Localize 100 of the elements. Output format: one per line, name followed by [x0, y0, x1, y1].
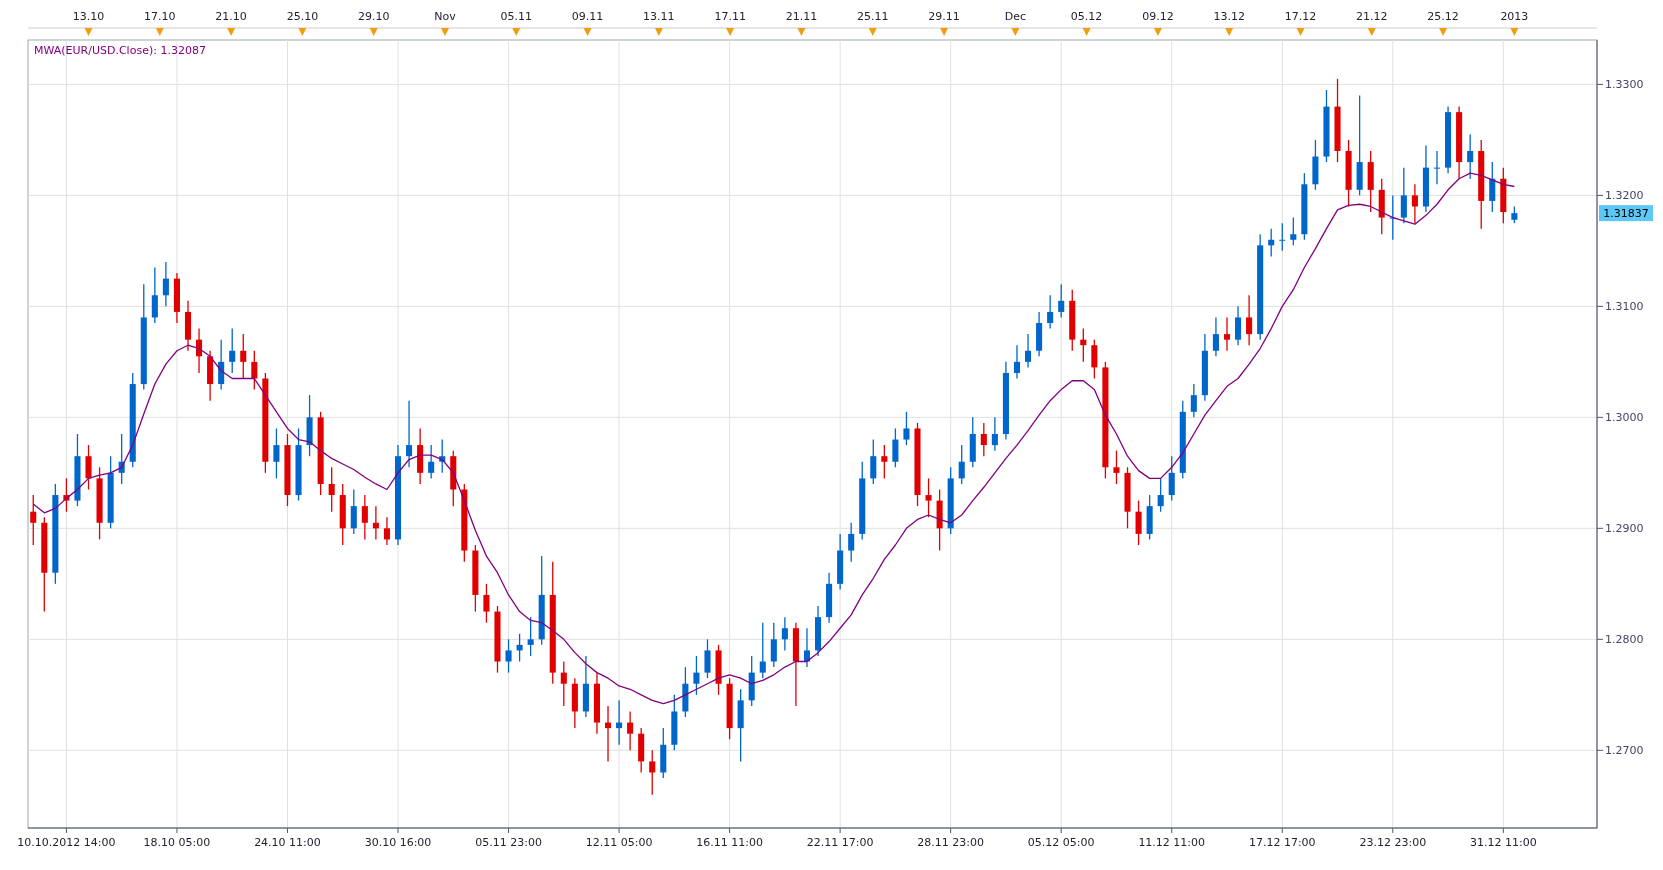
text: 1.31837 [1603, 206, 1649, 220]
candlestick [505, 638, 512, 674]
x-tick-label: 30.10 16:00 [364, 836, 432, 849]
x-tick-label: 23.12 23:00 [1359, 836, 1427, 849]
text: Dec [1004, 10, 1026, 23]
candlestick [1013, 344, 1021, 380]
text: 21.11 [785, 10, 818, 23]
candlestick [1235, 305, 1242, 346]
candlestick [1212, 316, 1219, 357]
y-tick-label: 1.2800 [1605, 633, 1644, 647]
candlestick [560, 660, 567, 707]
candlestick [1400, 166, 1407, 224]
candlestick [1489, 161, 1496, 213]
candlestick [383, 516, 390, 546]
candlestick [925, 477, 932, 518]
candlestick [1025, 333, 1032, 369]
candlestick [1279, 222, 1286, 252]
candlestick [30, 494, 37, 546]
x-tick-label: 31.12 11:00 [1469, 836, 1537, 849]
candlestick [251, 350, 258, 391]
y-tick-label: 1.3100 [1605, 300, 1644, 314]
x-tick-label: 22.11 17:00 [806, 836, 874, 849]
text: 17.11 [714, 10, 746, 23]
text: 21.10 [215, 10, 247, 23]
y-tick-label: 1.2900 [1605, 522, 1644, 536]
text: 25.12 [1427, 10, 1459, 23]
candlestick [1467, 133, 1474, 180]
candlestick [770, 622, 777, 668]
candlestick [870, 438, 877, 485]
candlestick [1047, 294, 1054, 330]
text: 25.10 [286, 10, 319, 23]
x-tick-label: 12.11 05:00 [585, 836, 653, 849]
text: 29.11 [928, 10, 960, 23]
y-tick-label: 1.3200 [1605, 189, 1644, 203]
text: 17.10 [144, 10, 176, 23]
candlestick [151, 266, 158, 324]
annotation: MWA(EUR/USD.Close): 1.32087 [34, 44, 206, 57]
text: 05.12 [1070, 10, 1103, 23]
text: 09.12 [1142, 10, 1174, 23]
text: 13.10 [72, 10, 105, 23]
candlestick [803, 627, 811, 668]
candlestick [428, 444, 435, 480]
candlestick [1091, 339, 1098, 380]
y-tick-label: 1.3000 [1605, 411, 1644, 425]
candlestick [240, 333, 247, 380]
candlestick [1190, 383, 1197, 418]
text: 05.11 [500, 10, 533, 23]
x-tick-label: 18.10 05:00 [143, 836, 211, 849]
candlestick [1246, 294, 1253, 346]
x-tick-label: 11.12 11:00 [1138, 836, 1206, 849]
candlestick [704, 638, 711, 679]
candlestick [693, 655, 700, 696]
candlestick [483, 583, 490, 624]
candlestick [627, 710, 634, 751]
candlestick [991, 416, 998, 452]
candlestick [273, 427, 280, 480]
candlestick [903, 411, 910, 446]
candlestick [1135, 499, 1142, 546]
text: 13.12 [1213, 10, 1245, 23]
candlestick [162, 261, 169, 308]
text: 09.11 [571, 10, 604, 23]
candlestick [85, 444, 92, 491]
x-tick-label: 05.12 05:00 [1027, 836, 1095, 849]
text: 13.11 [643, 10, 675, 23]
candlestick [361, 494, 368, 541]
text: 17.12 [1284, 10, 1317, 23]
candlestick [958, 444, 965, 485]
x-tick-label: 05.11 23:00 [475, 836, 542, 849]
text: 21.12 [1356, 10, 1388, 23]
candlestick [649, 749, 656, 796]
x-tick-label: 10.10.2012 14:00 [17, 836, 116, 849]
candlestick [527, 616, 534, 657]
x-tick-label: 16.11 11:00 [696, 836, 763, 849]
candlestick [350, 488, 357, 535]
candlestick [1168, 455, 1175, 502]
candlestick [980, 422, 987, 457]
y-tick-label: 1.2700 [1605, 744, 1644, 758]
line-series [32, 172, 1516, 705]
candlestick [328, 466, 335, 513]
candlestick [1113, 450, 1120, 485]
candlestick [1223, 316, 1231, 352]
candlestick [1433, 150, 1441, 185]
text: 29.10 [357, 10, 390, 23]
candlestick [218, 339, 225, 391]
candlestick [781, 616, 788, 652]
candlestick [406, 400, 413, 468]
candlestick [848, 522, 855, 563]
text: 2013 [1500, 10, 1529, 23]
text: 25.11 [856, 10, 889, 23]
x-tick-label: 24.10 11:00 [254, 836, 321, 849]
candlestick [1157, 477, 1164, 513]
candlestick [1411, 183, 1418, 224]
candlestick [892, 427, 899, 468]
candlestick [1058, 283, 1065, 319]
x-tick-label: 17.12 17:00 [1248, 836, 1316, 849]
text: Nov [434, 10, 457, 23]
y-tick-label: 1.3300 [1605, 78, 1644, 92]
candlestick [759, 622, 766, 679]
candlestick [881, 444, 888, 480]
candlestick [1290, 216, 1297, 246]
